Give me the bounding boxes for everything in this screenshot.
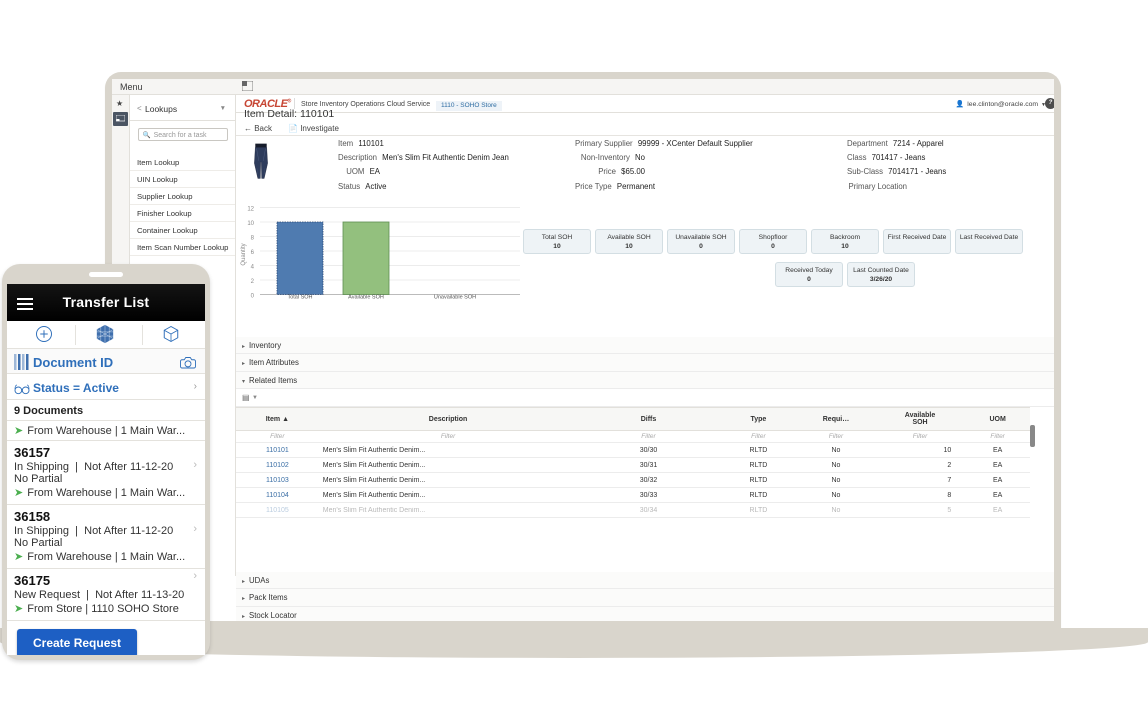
svg-text:Quantity: Quantity <box>241 243 247 265</box>
svg-text:0: 0 <box>251 294 255 300</box>
svg-text:Unavailable SOH: Unavailable SOH <box>434 295 476 301</box>
svg-text:8: 8 <box>251 236 255 242</box>
svg-text:12: 12 <box>247 207 254 213</box>
svg-text:4: 4 <box>251 265 255 271</box>
svg-text:Total SOH: Total SOH <box>287 295 312 301</box>
svg-text:6: 6 <box>251 250 255 256</box>
svg-text:2: 2 <box>251 279 255 285</box>
svg-text:Available SOH: Available SOH <box>348 295 384 301</box>
svg-text:10: 10 <box>247 221 254 227</box>
